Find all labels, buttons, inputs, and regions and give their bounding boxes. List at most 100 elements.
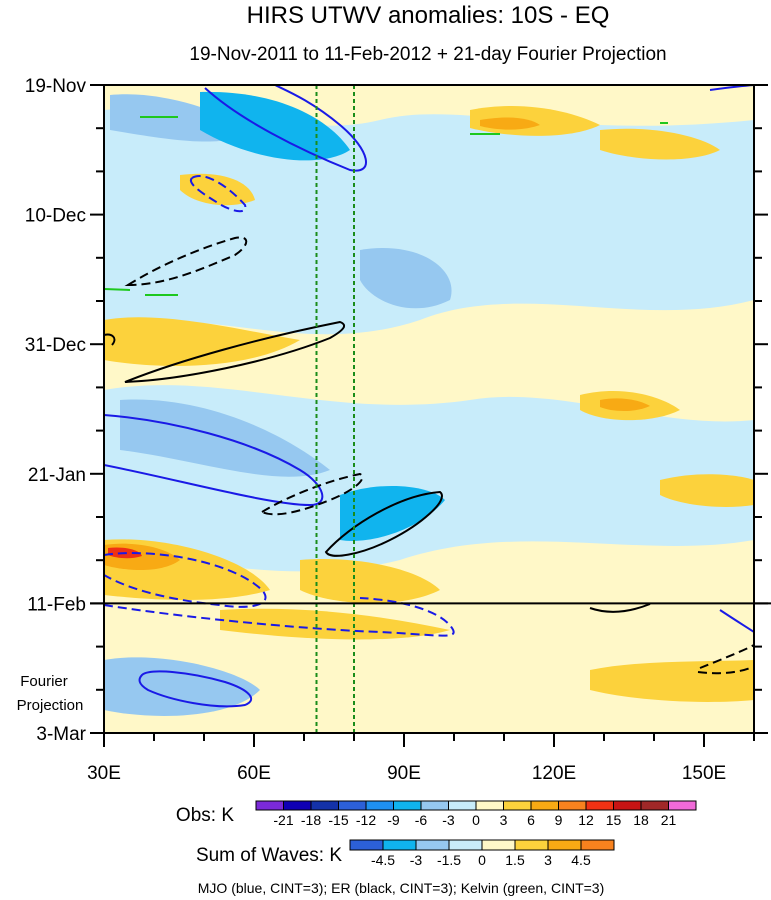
mjo-contour — [719, 609, 754, 633]
colorbar-swatch — [382, 839, 417, 851]
anomaly-field — [104, 91, 754, 716]
colorbar-level-label: 3 — [544, 852, 552, 868]
colorbar-level-label: -4.5 — [371, 852, 395, 868]
y-tick-label: 11-Feb — [27, 594, 86, 615]
y-tick-label: 10-Dec — [25, 206, 86, 227]
x-axis: 30E 60E 90E 120E 150E — [87, 733, 755, 784]
colorbar-swatch — [530, 800, 559, 811]
er-contour — [259, 472, 364, 516]
reference-lines — [315, 85, 355, 733]
colorbar-level-label: 0 — [472, 812, 480, 828]
colorbar-swatch — [255, 800, 284, 811]
er-contour — [589, 603, 651, 613]
plot-frame — [103, 84, 755, 734]
y-tick-label: 21-Jan — [28, 465, 86, 486]
anomaly-region — [200, 91, 350, 161]
anomaly-region — [104, 657, 260, 716]
x-tick-label: 30E — [87, 763, 121, 784]
colorbar-level-label: -3 — [442, 812, 455, 828]
anomaly-region — [104, 108, 754, 335]
colorbar-swatch — [640, 800, 669, 811]
projection-label-line2: Projection — [17, 697, 84, 714]
colorbar-level-label: 21 — [661, 812, 677, 828]
colorbar-level-label: 15 — [606, 812, 622, 828]
y-tick-label: 19-Nov — [25, 76, 87, 97]
footer-caption: MJO (blue, CINT=3); ER (black, CINT=3); … — [198, 880, 605, 896]
x-tick-label: 150E — [682, 763, 726, 784]
colorbar-swatch — [415, 839, 450, 851]
colorbar-swatch — [338, 800, 367, 811]
anomaly-region — [600, 398, 650, 411]
anomaly-region — [590, 660, 754, 702]
chart-subtitle: 19-Nov-2011 to 11-Feb-2012 + 21-day Four… — [189, 44, 666, 65]
er-contour — [697, 667, 751, 675]
colorbar-level-label: -9 — [387, 812, 400, 828]
mjo-contour — [104, 597, 455, 637]
colorbar-level-label: 1.5 — [505, 852, 525, 868]
y-axis: 19-Nov 10-Dec 31-Dec 21-Jan 11-Feb 3-Mar — [25, 76, 768, 745]
colorbar-level-label: 9 — [555, 812, 563, 828]
wave-contours — [104, 85, 754, 708]
colorbar-swatch — [393, 800, 422, 811]
colorbar-swatch — [585, 800, 614, 811]
colorbar-level-label: -1.5 — [437, 852, 461, 868]
colorbar-swatch — [547, 839, 582, 851]
colorbar-swatch — [481, 839, 516, 851]
chart-title: HIRS UTWV anomalies: 10S - EQ — [247, 2, 610, 29]
er-contour — [124, 320, 346, 383]
colorbar-level-label: -15 — [328, 812, 348, 828]
colorbar-level-label: 18 — [633, 812, 649, 828]
colorbar-swatch — [668, 800, 697, 811]
colorbar-swatch — [580, 839, 615, 851]
colorbar-level-label: -21 — [273, 812, 293, 828]
plot-area — [104, 85, 754, 733]
colorbar-swatch — [558, 800, 587, 811]
colorbar-swatch — [310, 800, 339, 811]
colorbar-level-label: -3 — [410, 852, 423, 868]
er-contour — [324, 490, 443, 557]
anomaly-region — [104, 317, 300, 366]
colorbar-swatch — [365, 800, 394, 811]
mjo-contour — [138, 670, 252, 708]
projection-label-line1: Fourier — [20, 673, 68, 690]
obs-colorbar: -21 -18 -15 -12 -9 -6 -3 0 3 6 9 12 15 18 21 — [255, 800, 697, 828]
anomaly-region — [360, 248, 452, 309]
colorbar-swatch — [283, 800, 312, 811]
colorbar-swatch — [349, 839, 384, 851]
colorbar-level-label: 0 — [478, 852, 486, 868]
kelvin-contour — [104, 288, 131, 291]
colorbar-level-label: 12 — [578, 812, 594, 828]
colorbar-swatch — [475, 800, 504, 811]
er-contour — [104, 333, 116, 346]
obs-legend-label: Obs: K — [176, 805, 234, 826]
colorbar-level-label: 6 — [527, 812, 535, 828]
x-tick-label: 120E — [532, 763, 576, 784]
anomaly-region — [660, 474, 754, 507]
waves-colorbar: -4.5 -3 -1.5 0 1.5 3 4.5 — [349, 839, 615, 868]
er-contour — [124, 236, 248, 287]
anomaly-region — [300, 559, 440, 604]
colorbar-swatch — [420, 800, 449, 811]
colorbar-level-label: -12 — [356, 812, 376, 828]
colorbar-swatch — [514, 839, 549, 851]
colorbar-level-label: 3 — [500, 812, 508, 828]
mjo-contour — [204, 85, 367, 172]
colorbar-level-label: 4.5 — [571, 852, 591, 868]
anomaly-region — [480, 117, 540, 130]
anomaly-region — [600, 128, 720, 160]
colorbar-swatch — [448, 839, 483, 851]
anomaly-region — [340, 485, 445, 541]
y-tick-label: 3-Mar — [36, 724, 86, 745]
x-tick-label: 90E — [387, 763, 421, 784]
colorbar-swatch — [503, 800, 532, 811]
colorbar-level-label: -18 — [301, 812, 321, 828]
colorbar-swatch — [448, 800, 477, 811]
waves-legend-label: Sum of Waves: K — [196, 845, 342, 866]
er-contour — [699, 644, 754, 669]
anomaly-region — [220, 608, 450, 640]
x-tick-label: 60E — [237, 763, 271, 784]
colorbar-level-label: -6 — [415, 812, 428, 828]
mjo-contour — [189, 175, 247, 213]
colorbar-swatch — [613, 800, 642, 811]
